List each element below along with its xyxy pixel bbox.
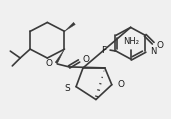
Text: O: O bbox=[45, 60, 52, 68]
Text: O: O bbox=[156, 41, 163, 50]
Polygon shape bbox=[64, 22, 75, 31]
Text: O: O bbox=[118, 80, 125, 89]
Text: NH₂: NH₂ bbox=[124, 37, 140, 46]
Text: N: N bbox=[150, 47, 157, 56]
Text: F: F bbox=[101, 46, 106, 55]
Text: O: O bbox=[82, 55, 89, 64]
Polygon shape bbox=[55, 49, 64, 64]
Text: S: S bbox=[64, 84, 70, 93]
